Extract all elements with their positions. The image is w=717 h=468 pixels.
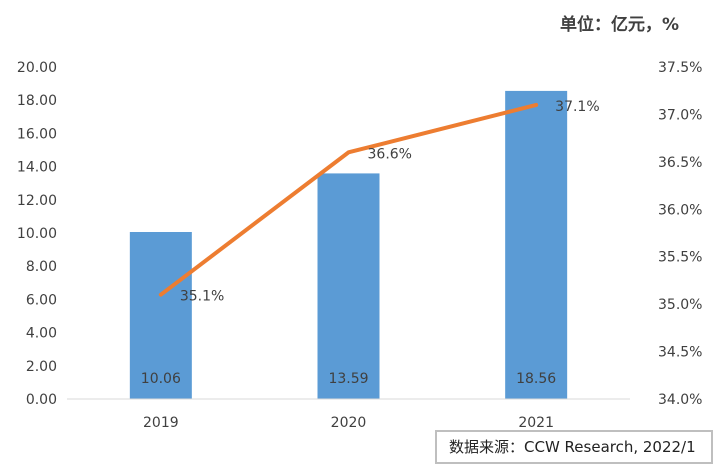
right-tick-label: 36.5% [658,155,702,171]
left-tick-label: 4.00 [26,326,57,342]
bar-data-label: 18.56 [516,371,556,387]
line-data-label: 35.1% [180,289,224,305]
bar-data-label: 13.59 [328,371,368,387]
line-point [535,103,538,106]
right-tick-label: 36.0% [658,202,702,218]
right-tick-label: 34.0% [658,392,702,408]
right-tick-label: 34.5% [658,345,702,361]
left-tick-label: 16.00 [17,126,57,142]
source-note: 数据来源：CCW Research, 2022/1 [435,430,713,464]
left-tick-label: 18.00 [17,93,57,109]
left-tick-label: 10.00 [17,226,57,242]
right-tick-label: 35.0% [658,297,702,313]
right-tick-label: 37.5% [658,60,702,76]
line-point [159,293,162,296]
left-tick-label: 0.00 [26,392,57,408]
x-tick-label: 2020 [331,415,367,431]
bar [317,173,380,399]
unit-label: 单位：亿元，% [560,15,680,35]
bar [505,90,568,400]
right-tick-label: 37.0% [658,107,702,123]
left-tick-label: 12.00 [17,193,57,209]
line-data-label: 36.6% [368,146,412,162]
line-point [347,151,350,154]
line-data-label: 37.1% [555,99,599,115]
left-tick-label: 20.00 [17,60,57,76]
bar [129,232,192,399]
left-tick-label: 2.00 [26,359,57,375]
bar-data-label: 10.06 [141,371,181,387]
left-tick-label: 6.00 [26,292,57,308]
left-tick-label: 8.00 [26,259,57,275]
x-tick-label: 2021 [518,415,554,431]
left-tick-label: 14.00 [17,160,57,176]
right-tick-label: 35.5% [658,250,702,266]
x-tick-label: 2019 [143,415,179,431]
